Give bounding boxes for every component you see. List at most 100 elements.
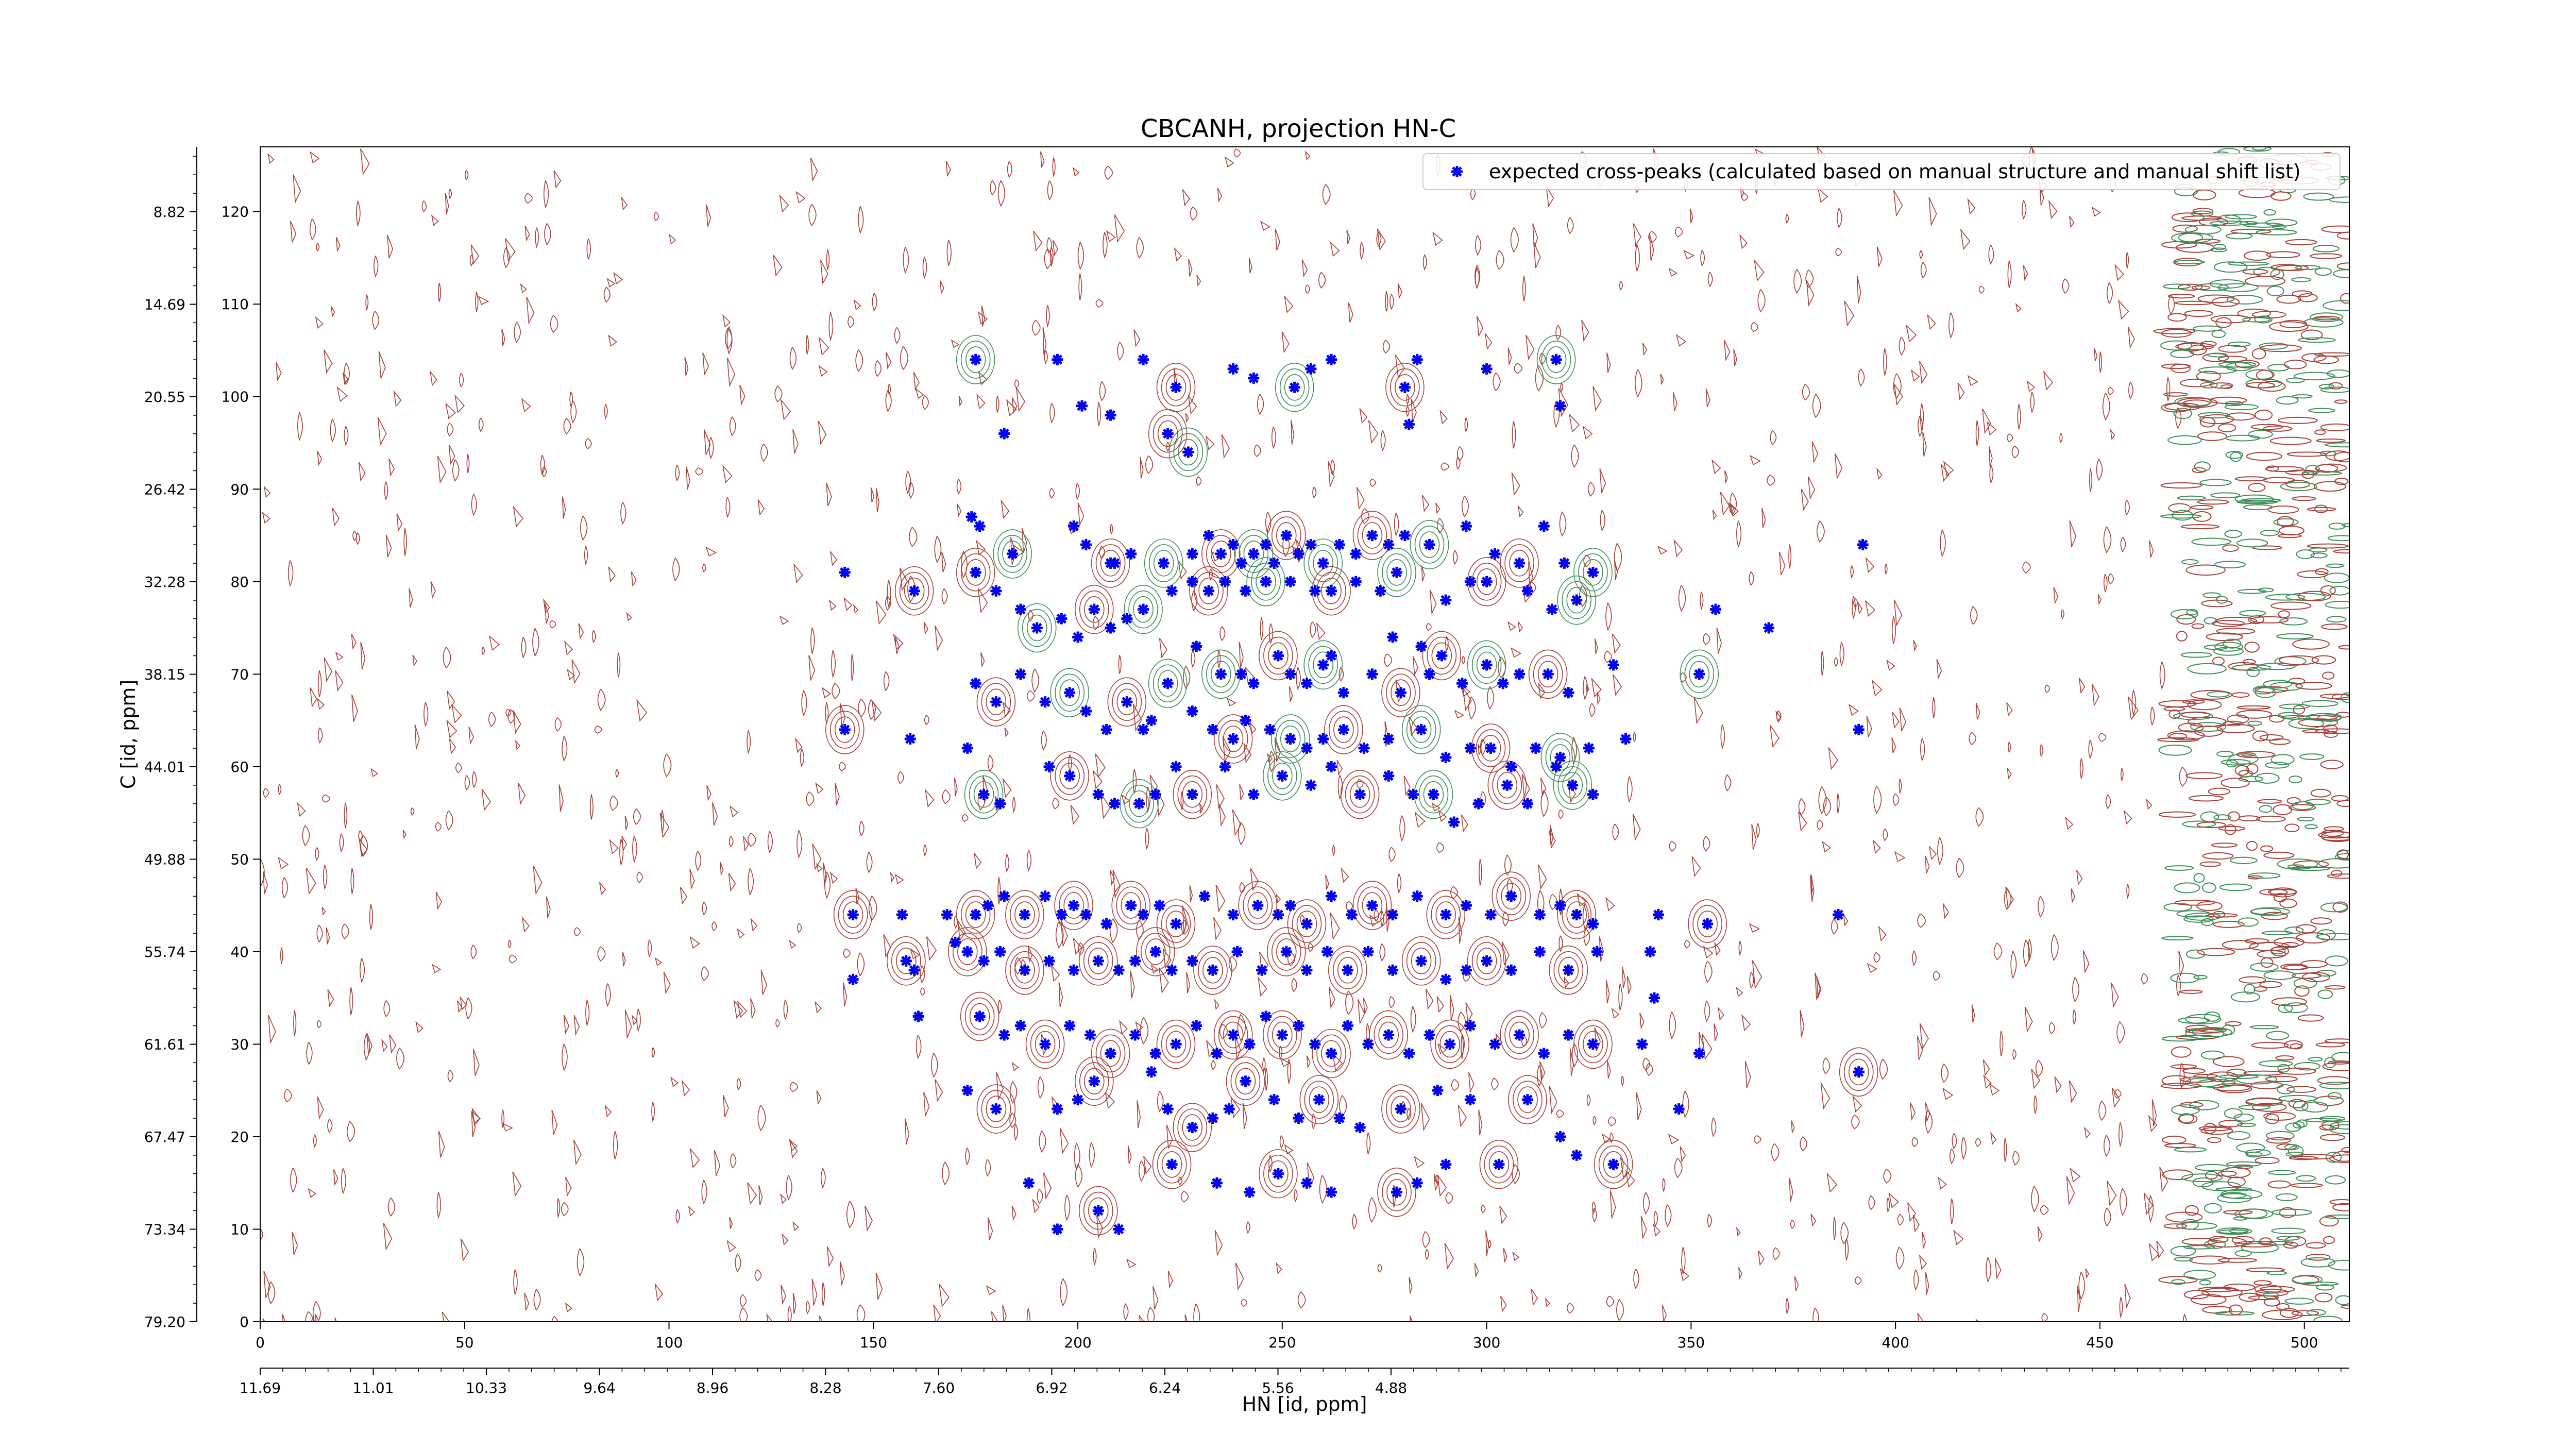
contour-blob <box>2193 974 2208 980</box>
contour-blob <box>750 998 756 1019</box>
contour-blob <box>2265 1075 2298 1083</box>
contour-blob <box>2307 507 2336 512</box>
contour-blob <box>1397 283 1403 300</box>
legend-box <box>1422 153 2341 190</box>
contour-ring <box>1541 341 1571 379</box>
contour-ring <box>834 716 855 743</box>
cross-peak-point <box>1395 687 1406 699</box>
contour-blob <box>1050 964 1060 982</box>
contour-blob <box>1514 363 1523 374</box>
contour-blob <box>2319 450 2336 457</box>
contour-blob <box>1776 710 1782 723</box>
contour-blob <box>840 703 846 728</box>
cross-peak-markers <box>839 353 1869 1235</box>
contour-blob <box>757 1105 766 1132</box>
contour-blob <box>631 571 637 587</box>
contour-blob <box>1073 167 1080 177</box>
contour-blob <box>606 278 616 288</box>
contour-blob <box>2146 798 2153 810</box>
contour-blob <box>323 865 328 890</box>
contour-blob <box>2202 852 2234 860</box>
contour-ring <box>1557 575 1597 625</box>
cross-peak-point <box>1460 900 1472 912</box>
contour-blob <box>1385 291 1388 312</box>
contour-ring <box>1303 640 1343 690</box>
cross-peak-point <box>1252 900 1264 912</box>
contour-ring <box>1198 951 1228 989</box>
contour-blob <box>514 322 521 343</box>
contour-blob <box>796 830 803 858</box>
contour-blob <box>2306 1242 2326 1249</box>
contour-ring <box>1309 1086 1330 1113</box>
contour-blob <box>1388 847 1396 862</box>
contour-ring <box>953 933 982 971</box>
contour-blob <box>282 1313 286 1322</box>
contour-blob <box>1264 1067 1268 1091</box>
contour-blob <box>1281 331 1290 353</box>
contour-blob <box>1852 1095 1862 1113</box>
cross-peak-point <box>1350 576 1362 587</box>
cross-peak-point <box>1362 1038 1374 1050</box>
contour-blob <box>2184 310 2213 317</box>
cross-peak-point <box>1407 788 1419 800</box>
contour-blob <box>1535 365 1544 392</box>
contour-blob <box>1653 1223 1661 1237</box>
contour-blob <box>1970 606 1978 625</box>
contour-blob <box>2178 722 2204 733</box>
contour-blob <box>335 651 344 661</box>
contour-blob <box>1639 1013 1645 1030</box>
contour-blob <box>1868 1195 1875 1210</box>
contour-blob <box>2288 718 2324 729</box>
contour-blob <box>1591 1201 1596 1215</box>
contour-blob <box>350 868 354 894</box>
cross-peak-point <box>1428 788 1439 800</box>
contour-ring <box>1054 881 1093 930</box>
cross-peak-point <box>1501 779 1513 791</box>
contour-blob <box>2295 924 2317 934</box>
contour-blob <box>2187 663 2227 675</box>
contour-blob <box>1640 1216 1647 1239</box>
contour-blob <box>1012 797 1016 813</box>
contour-blob <box>1287 1059 1292 1085</box>
contour-blob <box>2181 559 2199 565</box>
contour-ring <box>1352 881 1392 930</box>
contour-blob <box>1189 885 1193 902</box>
contour-blob <box>1157 1090 1164 1113</box>
contour-blob <box>1016 387 1026 412</box>
contour-blob <box>1075 1164 1082 1188</box>
contour-blob <box>2321 830 2344 837</box>
contour-blob <box>1621 1075 1624 1087</box>
contour-blob <box>2225 450 2244 459</box>
x2-tick-label: 8.28 <box>809 1379 841 1396</box>
contour-blob <box>1219 626 1226 642</box>
contour-blob <box>797 923 802 933</box>
contour-blob <box>388 459 395 477</box>
contour-blob <box>2326 563 2345 568</box>
cross-peak-point <box>1076 400 1088 412</box>
contour-blob <box>2246 667 2260 677</box>
contour-blob <box>1834 657 1838 667</box>
contour-blob <box>2176 1222 2217 1230</box>
contour-blob <box>909 527 918 547</box>
contour-blob <box>1648 231 1657 244</box>
cross-peak-point <box>1309 1038 1321 1050</box>
cross-peak-point <box>1554 1131 1566 1142</box>
contour-blob <box>1983 1074 1992 1089</box>
contour-blob <box>636 871 643 883</box>
contour-blob <box>729 1217 733 1229</box>
contour-blob <box>2245 1097 2283 1107</box>
contour-ring <box>1321 1040 1342 1067</box>
contour-blob <box>1358 999 1365 1025</box>
contour-blob <box>2310 788 2331 798</box>
contour-blob <box>1642 343 1648 356</box>
contour-blob <box>2284 1298 2314 1305</box>
contour-blob <box>1110 524 1113 535</box>
contour-blob <box>1738 1267 1742 1280</box>
contour-blob <box>267 1282 276 1305</box>
contour-blob <box>2324 731 2338 738</box>
contour-blob <box>2194 461 2211 472</box>
contour-blob <box>2332 1203 2349 1211</box>
contour-blob <box>2246 1098 2282 1105</box>
cross-peak-point <box>1068 964 1080 976</box>
contour-blob <box>1975 702 1980 720</box>
